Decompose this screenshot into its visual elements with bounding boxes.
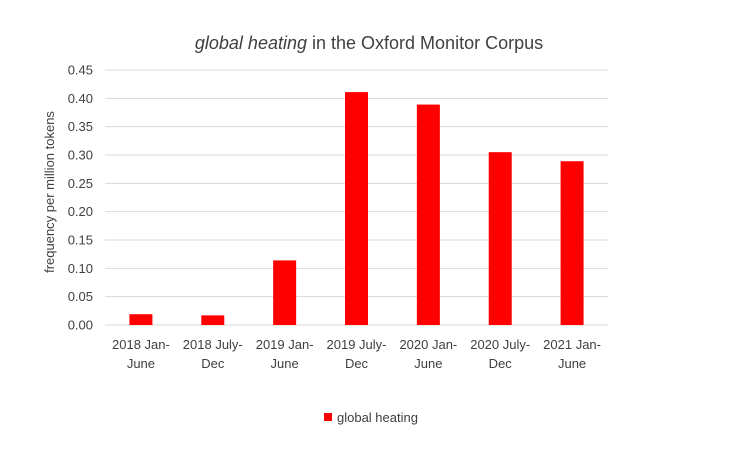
x-tick-label: 2020 July-Dec xyxy=(470,337,530,371)
y-tick-label: 0.15 xyxy=(68,233,93,248)
legend-swatch xyxy=(324,413,332,421)
x-tick-label: 2019 Jan-June xyxy=(256,337,314,371)
y-axis-ticks: 0.00 0.05 0.10 0.15 0.20 0.25 0.30 0.35 0.40 0.45 xyxy=(68,63,93,333)
y-tick-label: 0.20 xyxy=(68,204,93,219)
bar xyxy=(560,161,584,325)
chart-title-italic: global heating xyxy=(195,33,307,53)
bar xyxy=(488,152,512,325)
bar xyxy=(273,260,297,325)
y-tick-label: 0.00 xyxy=(68,318,93,333)
bar xyxy=(201,315,225,325)
x-axis-ticks: 2018 Jan-June 2018 July-Dec 2019 Jan-June 2… xyxy=(112,337,601,371)
bar xyxy=(345,92,368,325)
chart-title: global heating in the Oxford Monitor Cor… xyxy=(195,33,543,53)
bars xyxy=(129,92,584,325)
x-tick-label: 2021 Jan-June xyxy=(543,337,601,371)
y-tick-label: 0.25 xyxy=(68,176,93,191)
y-tick-label: 0.30 xyxy=(68,148,93,163)
y-tick-label: 0.45 xyxy=(68,63,93,78)
y-tick-label: 0.35 xyxy=(68,119,93,134)
y-tick-label: 0.05 xyxy=(68,289,93,304)
bar xyxy=(129,314,153,325)
y-tick-label: 0.10 xyxy=(68,261,93,276)
chart-title-rest: in the Oxford Monitor Corpus xyxy=(307,33,543,53)
legend-label: global heating xyxy=(337,410,418,425)
y-axis-label: frequency per million tokens xyxy=(42,111,57,273)
x-tick-label: 2018 Jan-June xyxy=(112,337,170,371)
x-tick-label: 2019 July-Dec xyxy=(327,337,387,371)
bar xyxy=(416,104,440,325)
x-tick-label: 2018 July-Dec xyxy=(183,337,243,371)
y-tick-label: 0.40 xyxy=(68,91,93,106)
x-tick-label: 2020 Jan-June xyxy=(399,337,457,371)
legend: global heating xyxy=(324,410,418,425)
